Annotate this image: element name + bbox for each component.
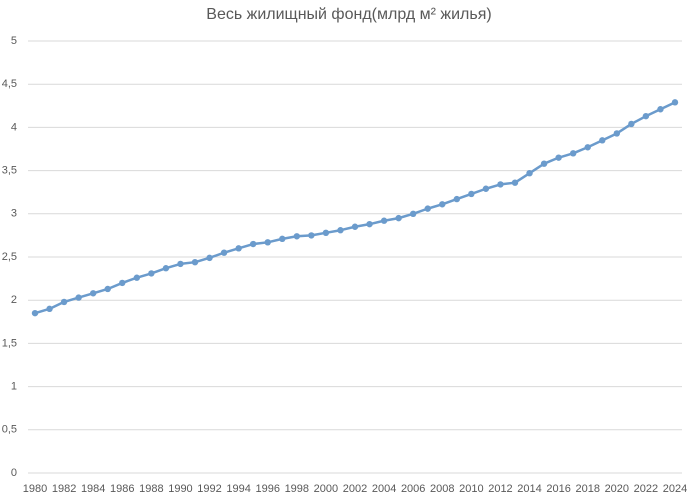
x-tick-label: 2004 (372, 483, 396, 495)
data-point (526, 169, 533, 177)
data-point (60, 298, 68, 306)
data-point (657, 106, 664, 113)
data-point (395, 214, 402, 222)
data-point (424, 205, 431, 212)
x-tick-label: 2014 (517, 483, 541, 495)
y-tick-label: 4 (11, 121, 17, 133)
data-point (642, 112, 650, 120)
data-point (31, 309, 39, 317)
x-tick-label: 1986 (110, 483, 134, 495)
x-tick-label: 2008 (430, 483, 454, 495)
data-point (366, 220, 373, 228)
data-point (104, 285, 111, 293)
x-tick-label: 2010 (459, 483, 483, 495)
data-point (148, 270, 155, 277)
data-point (468, 190, 475, 198)
data-point (555, 154, 562, 161)
data-point (628, 120, 635, 128)
x-tick-label: 1984 (81, 483, 105, 495)
data-point (89, 290, 97, 297)
data-point (162, 265, 170, 272)
data-point (409, 210, 417, 217)
y-tick-label: 0 (11, 467, 17, 479)
y-tick-label: 3 (11, 208, 17, 220)
data-point (206, 254, 213, 262)
y-tick-label: 1,5 (2, 337, 17, 349)
data-point (439, 201, 446, 208)
x-tick-label: 2020 (605, 483, 629, 495)
y-tick-label: 2,5 (2, 251, 17, 263)
data-point (322, 229, 330, 237)
y-tick-label: 5 (11, 35, 17, 47)
data-point (191, 258, 199, 266)
data-point (380, 217, 388, 224)
x-tick-label: 2022 (634, 483, 658, 495)
data-point (264, 239, 271, 246)
data-point (133, 274, 141, 281)
data-point (511, 179, 519, 186)
x-tick-label: 1992 (197, 483, 221, 495)
data-point (599, 137, 606, 144)
y-tick-label: 3,5 (2, 165, 17, 177)
data-point (584, 144, 591, 151)
data-point (497, 181, 504, 188)
x-tick-label: 2006 (401, 483, 425, 495)
data-point (249, 240, 257, 248)
data-point (308, 232, 315, 239)
y-tick-label: 1 (11, 381, 17, 393)
x-tick-label: 1996 (255, 483, 279, 495)
y-tick-label: 4,5 (2, 78, 17, 90)
x-tick-label: 1998 (285, 483, 309, 495)
x-tick-label: 2012 (488, 483, 512, 495)
x-tick-label: 1988 (139, 483, 163, 495)
data-point (613, 130, 621, 137)
x-tick-label: 1990 (168, 483, 192, 495)
x-tick-label: 2016 (546, 483, 570, 495)
chart-title: Весь жилищный фонд(млрд м² жилья) (206, 6, 491, 23)
data-point (220, 249, 228, 256)
x-tick-label: 1994 (226, 483, 250, 495)
data-point (337, 227, 344, 234)
data-point (177, 260, 184, 268)
data-point (279, 235, 286, 243)
data-point (46, 305, 53, 313)
data-point (671, 99, 679, 106)
y-tick-label: 2 (11, 294, 17, 306)
data-point (235, 245, 242, 252)
x-tick-label: 2024 (663, 483, 687, 495)
y-tick-label: 0,5 (2, 424, 17, 436)
x-tick-label: 1980 (23, 483, 47, 495)
data-point (482, 185, 490, 192)
x-tick-label: 2000 (314, 483, 338, 495)
x-tick-label: 2002 (343, 483, 367, 495)
x-tick-label: 1982 (52, 483, 76, 495)
data-point (351, 223, 359, 230)
data-point (293, 233, 301, 240)
data-point (119, 279, 126, 287)
x-tick-label: 2018 (575, 483, 599, 495)
data-point (569, 150, 577, 157)
data-point (75, 294, 82, 301)
data-point (453, 195, 461, 203)
data-point (540, 160, 548, 167)
series-line (34, 101, 676, 315)
